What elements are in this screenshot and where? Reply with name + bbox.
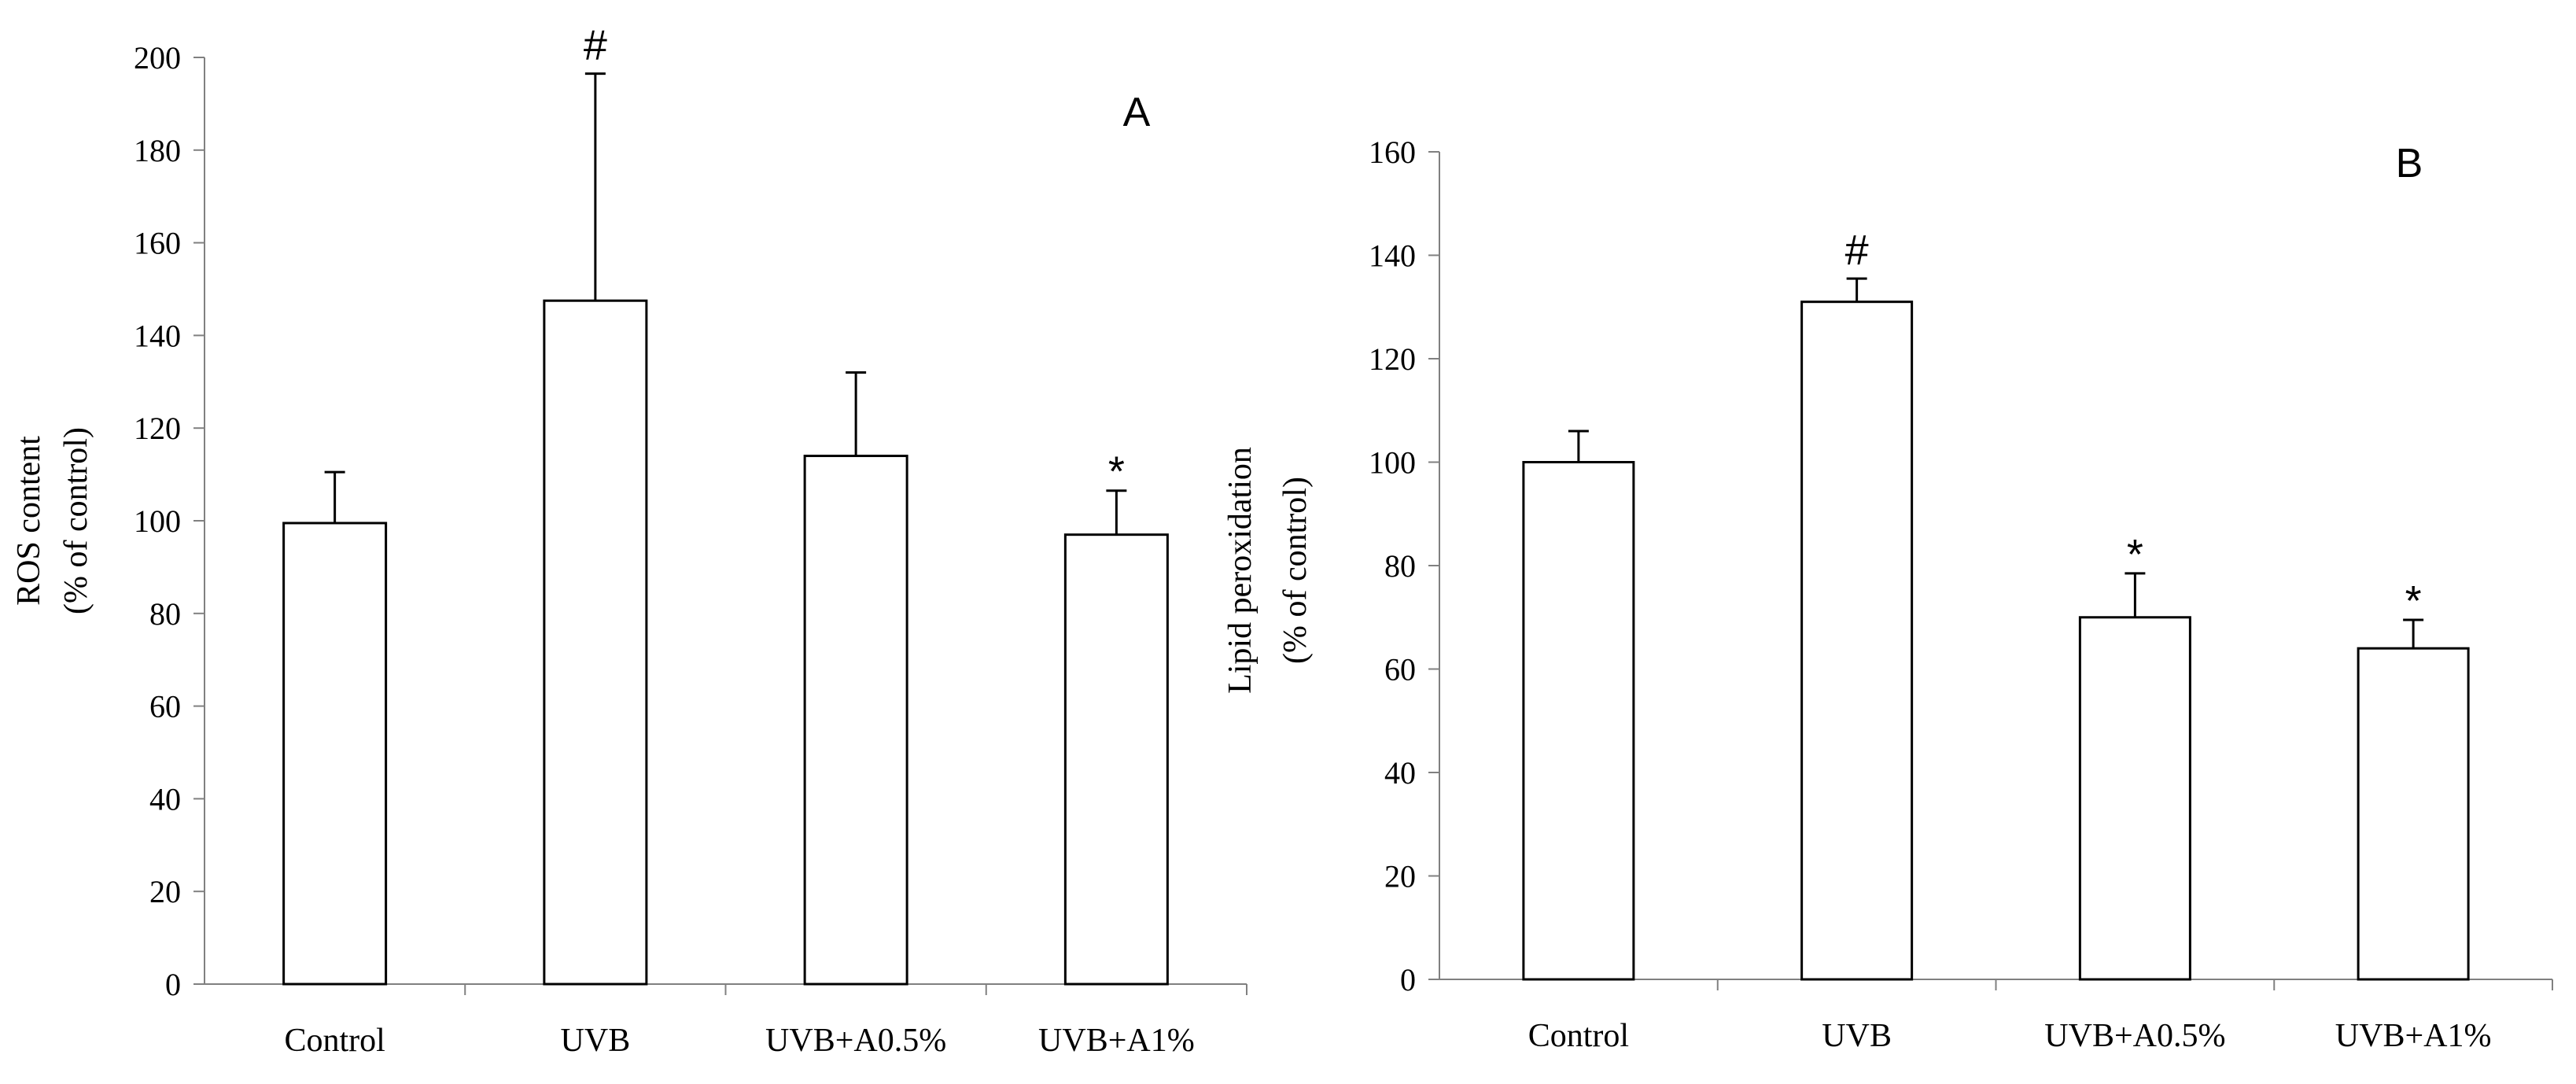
- x-category-label: UVB: [561, 1023, 631, 1059]
- y-tick-label: 60: [1384, 652, 1416, 688]
- y-tick-label: 80: [1384, 548, 1416, 584]
- y-tick-label: 0: [165, 967, 181, 1002]
- panel-label: A: [1123, 90, 1151, 135]
- y-tick-label: 180: [134, 133, 181, 168]
- significance-mark: #: [584, 22, 607, 69]
- x-category-label: UVB: [1822, 1018, 1892, 1054]
- y-tick-label: 140: [134, 318, 181, 353]
- bar: [803, 455, 908, 986]
- y-tick-label: 60: [149, 689, 181, 725]
- y-tick-label: 40: [149, 781, 181, 817]
- bar: [282, 522, 388, 986]
- panel-b: 0 20 40 60 80 100 120 140 160 Control UVB # UVB+A0.5…: [1222, 135, 2553, 1054]
- bar: [2357, 647, 2470, 981]
- x-category-label: Control: [284, 1023, 385, 1059]
- y-tick-label: 20: [149, 874, 181, 909]
- y-tick-label: 0: [1400, 962, 1416, 997]
- y-tick-label: 100: [1369, 445, 1416, 481]
- y-tick-label: 40: [1384, 755, 1416, 791]
- x-category-label: UVB+A0.5%: [765, 1023, 946, 1059]
- y-tick-label: 20: [1384, 859, 1416, 894]
- significance-mark: *: [1108, 448, 1125, 496]
- bar: [1800, 300, 1914, 981]
- y-tick-label: 160: [134, 226, 181, 261]
- y-tick-label: 120: [1369, 341, 1416, 377]
- y-tick-label: 80: [149, 596, 181, 632]
- bar: [2078, 616, 2191, 981]
- y-tick-label: 140: [1369, 238, 1416, 274]
- x-category-label: Control: [1528, 1018, 1629, 1054]
- y-axis-label: ROS content: [11, 436, 47, 606]
- y-axis-label: (% of control): [58, 427, 94, 614]
- bar: [543, 299, 648, 986]
- significance-mark: #: [1845, 227, 1869, 274]
- bar: [1522, 461, 1635, 981]
- y-axis-label: Lipid peroxidation: [1222, 447, 1259, 694]
- significance-mark: *: [2127, 531, 2143, 578]
- panel-a: 0 20 40 60 80 100 120 140 160 180 200 Control UVB # UV…: [11, 22, 1247, 1059]
- y-tick-label: 100: [134, 503, 181, 539]
- bar: [1063, 533, 1169, 986]
- x-category-label: UVB+A0.5%: [2044, 1018, 2225, 1054]
- significance-mark: *: [2405, 577, 2422, 625]
- y-tick-label: 200: [134, 40, 181, 76]
- panel-label: B: [2396, 141, 2423, 186]
- y-axis-label: (% of control): [1277, 477, 1314, 664]
- y-tick-label: 160: [1369, 135, 1416, 170]
- x-category-label: UVB+A1%: [1038, 1023, 1195, 1059]
- x-category-label: UVB+A1%: [2335, 1018, 2492, 1054]
- y-tick-label: 120: [134, 411, 181, 446]
